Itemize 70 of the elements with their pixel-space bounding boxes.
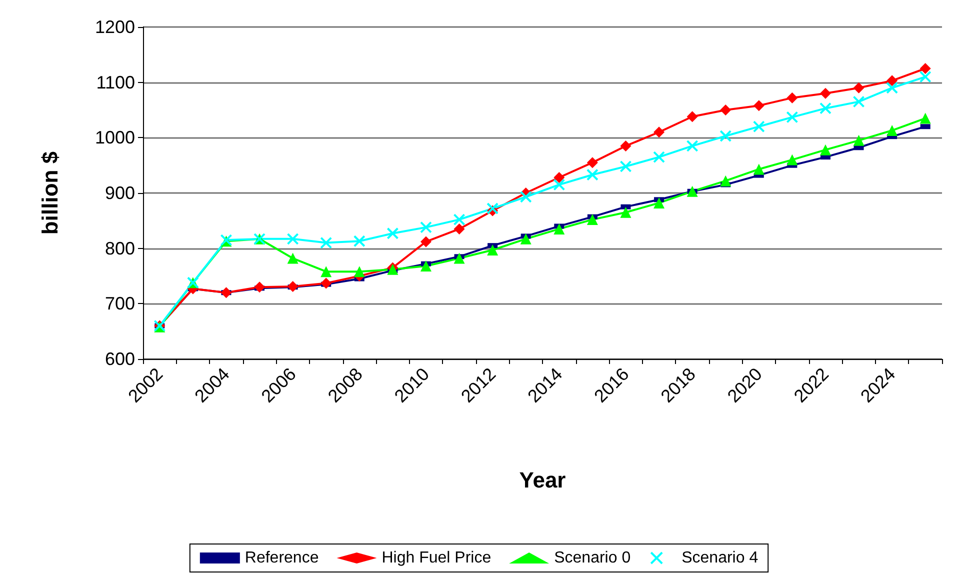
point xyxy=(320,278,332,289)
point xyxy=(786,111,798,124)
legend-label: Scenario 4 xyxy=(682,550,758,566)
point xyxy=(920,63,931,74)
legend-label: Reference xyxy=(244,550,319,566)
y-tick-label: 1100 xyxy=(96,72,135,92)
point xyxy=(753,164,764,175)
point xyxy=(454,223,465,234)
point xyxy=(753,100,764,112)
point xyxy=(853,82,864,94)
point xyxy=(620,160,632,172)
point xyxy=(420,221,432,234)
x-axis-title: Year xyxy=(519,468,566,492)
point xyxy=(720,130,732,142)
point xyxy=(254,282,266,293)
point xyxy=(420,236,432,248)
point xyxy=(686,140,698,152)
point xyxy=(420,260,432,272)
point xyxy=(320,236,332,249)
point xyxy=(287,252,298,264)
point xyxy=(287,281,298,292)
point xyxy=(654,197,665,208)
y-tick-label: 700 xyxy=(104,294,135,314)
point xyxy=(586,168,598,181)
point xyxy=(620,140,632,152)
point xyxy=(886,75,898,86)
point xyxy=(919,70,932,83)
point xyxy=(853,134,864,146)
point xyxy=(653,151,666,164)
point xyxy=(353,235,366,248)
point xyxy=(820,144,831,156)
y-tick-label: 900 xyxy=(104,183,135,203)
point xyxy=(354,266,365,278)
point xyxy=(686,186,698,197)
point xyxy=(386,227,399,240)
y-tick-label: 600 xyxy=(104,349,135,369)
point xyxy=(886,82,898,94)
point xyxy=(554,223,565,234)
legend-label: High Fuel Price xyxy=(382,550,492,566)
point xyxy=(819,102,832,114)
point xyxy=(487,244,498,256)
y-tick-label: 1200 xyxy=(94,17,135,37)
point xyxy=(654,126,665,138)
point xyxy=(852,96,865,108)
point xyxy=(720,104,732,116)
point xyxy=(220,287,232,298)
point xyxy=(520,190,532,203)
point xyxy=(786,92,798,104)
point xyxy=(554,172,565,184)
point xyxy=(320,266,332,278)
point xyxy=(454,252,465,264)
point xyxy=(586,157,598,168)
y-tick-label: 800 xyxy=(104,238,135,258)
point xyxy=(453,214,466,226)
point xyxy=(486,202,499,214)
point xyxy=(286,232,299,245)
point xyxy=(920,112,931,124)
point xyxy=(520,233,532,244)
point xyxy=(752,120,765,133)
point xyxy=(686,111,698,122)
y-tick-label: 1000 xyxy=(94,128,135,148)
y-axis-title: billion $ xyxy=(38,151,62,235)
point xyxy=(820,88,831,99)
point xyxy=(720,175,732,186)
point xyxy=(620,206,632,218)
point xyxy=(586,214,598,226)
point xyxy=(886,124,898,136)
point xyxy=(786,154,798,166)
point xyxy=(553,178,566,191)
legend-label: Scenario 0 xyxy=(554,550,631,566)
